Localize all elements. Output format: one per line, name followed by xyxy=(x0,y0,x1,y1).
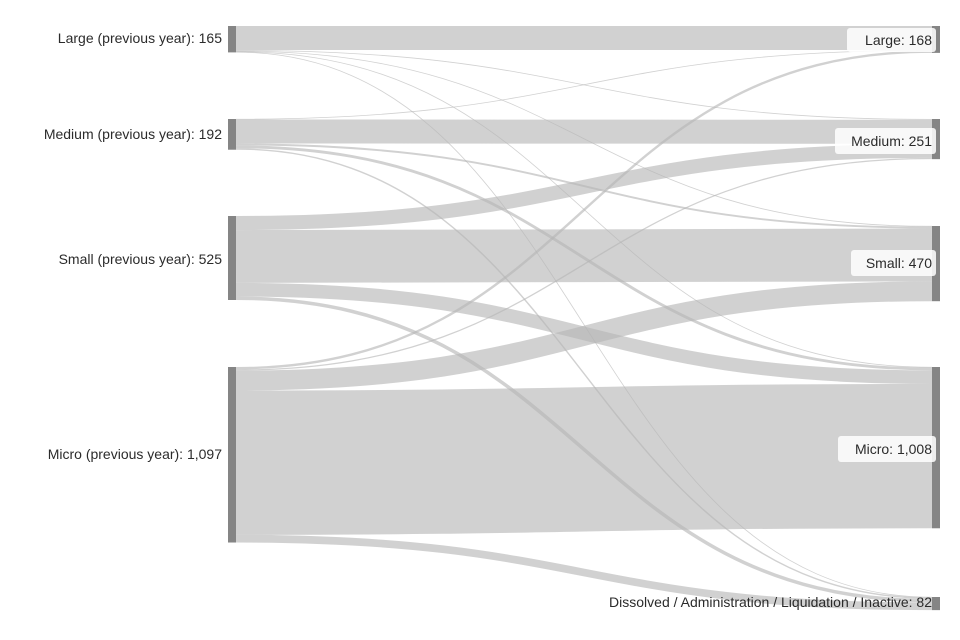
target-node-label-dissolved: Dissolved / Administration / Liquidation… xyxy=(609,594,932,610)
source-node-label-micro: Micro (previous year): 1,097 xyxy=(48,446,223,462)
flow-links xyxy=(235,25,933,611)
source-label-large: Large (previous year): 165 xyxy=(58,30,222,46)
source-label-micro: Micro (previous year): 1,097 xyxy=(48,446,223,462)
source-node-large xyxy=(228,26,236,53)
target-node-label-small: Small: 470 xyxy=(851,250,936,276)
target-node-label-large: Large: 168 xyxy=(847,28,936,52)
flow-micro-to-dissolved xyxy=(235,534,933,611)
flow-micro-to-medium xyxy=(235,157,933,371)
flow-medium-to-dissolved xyxy=(235,148,933,599)
source-node-label-medium: Medium (previous year): 192 xyxy=(44,126,222,142)
flow-large-to-dissolved xyxy=(235,51,933,598)
target-label-small: Small: 470 xyxy=(866,255,932,271)
source-node-label-large: Large (previous year): 165 xyxy=(58,30,222,46)
target-node-dissolved xyxy=(932,597,940,611)
source-node-small xyxy=(228,216,236,300)
source-node-label-small: Small (previous year): 525 xyxy=(59,251,223,267)
target-label-bg-small xyxy=(851,250,936,276)
source-label-small: Small (previous year): 525 xyxy=(59,251,223,267)
flow-small-to-medium xyxy=(235,143,933,231)
target-label-bg-medium xyxy=(835,128,936,154)
target-node-label-micro: Micro: 1,008 xyxy=(838,436,936,462)
target-label-bg-micro xyxy=(838,436,936,462)
target-node-label-medium: Medium: 251 xyxy=(835,128,936,154)
target-label-dissolved: Dissolved / Administration / Liquidation… xyxy=(609,594,932,610)
target-label-large: Large: 168 xyxy=(865,32,932,48)
flow-small-to-small xyxy=(235,228,933,283)
source-node-micro xyxy=(228,367,236,543)
source-node-medium xyxy=(228,119,236,150)
flow-micro-to-micro xyxy=(235,383,933,535)
source-label-medium: Medium (previous year): 192 xyxy=(44,126,222,142)
flow-medium-to-large xyxy=(235,49,933,120)
target-label-micro: Micro: 1,008 xyxy=(855,441,932,457)
flow-micro-to-small xyxy=(235,281,933,391)
target-label-bg-large xyxy=(847,28,936,52)
target-label-medium: Medium: 251 xyxy=(851,133,932,149)
flow-micro-to-large xyxy=(235,50,933,370)
